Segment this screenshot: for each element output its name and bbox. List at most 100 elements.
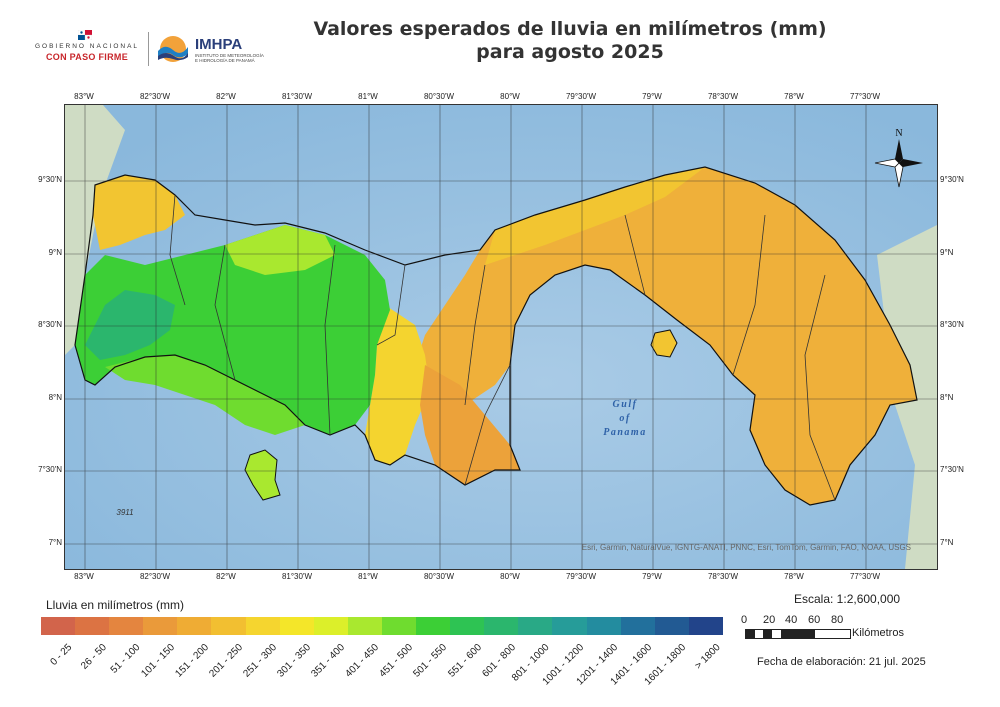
map-title-line2: para agosto 2025 [476,41,664,63]
legend-swatch [109,617,144,635]
lat-tick-right: 9°N [940,248,954,257]
depth-label: 3911 [116,508,133,517]
lon-tick-top: 80°30'W [423,92,455,101]
lon-tick-top: 81°30'W [281,92,313,101]
legend-swatch [620,617,655,635]
lat-tick-left: 9°30'N [38,175,62,184]
legend-swatch [654,617,689,635]
lat-tick-right: 7°30'N [940,465,964,474]
azuero-orange [420,365,520,485]
lon-tick-top: 78°W [784,92,804,101]
lon-tick-top: 78°30'W [707,92,739,101]
scale-number: 20 [763,614,776,626]
lon-tick-top: 82°W [216,92,236,101]
coastline [74,166,918,506]
scale-text: Escala: 1:2,600,000 [794,592,901,606]
lon-tick-bottom: 78°W [784,572,804,581]
lon-tick-bottom: 79°30'W [565,572,597,581]
legend-swatch [143,617,178,635]
gobierno-nacional-logo: GOBIERNO NACIONAL CON PASO FIRME [28,30,146,70]
map-title-line1: Valores esperados de lluvia en milímetro… [313,18,827,40]
elaboration-date: Fecha de elaboración: 21 jul. 2025 [757,656,926,668]
lon-tick-top: 83°W [74,92,94,101]
legend-label: 26 - 50 [78,642,109,672]
legend-label: 451 - 500 [377,642,416,680]
legend-swatch [416,617,451,635]
scale-number: 40 [785,614,798,626]
map-frame: N Gulf of Panama 3911 Esri, Garmin, Natu… [64,104,938,570]
legend-swatch [688,617,723,635]
chiriqui-coast [105,355,305,435]
legend-swatch [211,617,246,635]
lon-tick-bottom: 79°W [642,572,662,581]
legend-swatch [586,617,621,635]
panama-east [415,167,917,505]
legend-color-bar [41,617,723,635]
lon-tick-bottom: 78°30'W [707,572,739,581]
panama-west-lime [225,225,335,275]
lon-tick-bottom: 80°30'W [423,572,455,581]
costa-rica-land [65,105,125,355]
lon-tick-top: 79°W [642,92,662,101]
scale-number: 0 [741,614,748,626]
legend-swatch [41,617,76,635]
lon-tick-bottom: 77°30'W [849,572,881,581]
lat-tick-right: 9°30'N [940,175,964,184]
legend-swatch [177,617,212,635]
legend-label: 101 - 150 [138,642,177,680]
province-boundaries [169,194,836,501]
legend-swatch [75,617,110,635]
graticule [65,105,937,569]
lat-tick-left: 8°30'N [38,320,62,329]
lat-tick-right: 8°N [940,393,954,402]
lon-tick-bottom: 80°W [500,572,520,581]
rainfall-map: N Gulf of Panama 3911 Esri, Garmin, Natu… [65,105,937,569]
imhpa-name: IMHPA [195,36,243,53]
legend-swatch [484,617,519,635]
legend-swatch [347,617,382,635]
legend-label: 151 - 200 [173,642,211,680]
legend-swatch [552,617,587,635]
scale-bar-unit: Kilómetros [852,627,904,639]
lon-tick-bottom: 83°W [74,572,94,581]
scale-number: 80 [831,614,844,626]
gulf-label-2: of [619,413,631,424]
lat-tick-left: 9°N [48,248,62,257]
imhpa-subtitle: INSTITUTO DE METEOROLOGÍA E HIDROLOGÍA D… [195,53,264,63]
lon-tick-top: 79°30'W [565,92,597,101]
north-label: N [895,128,902,139]
lat-tick-left: 7°N [48,538,62,547]
azuero-yellow [365,305,430,465]
imhpa-logo: IMHPA INSTITUTO DE METEOROLOGÍA E HIDROL… [155,32,265,68]
lon-tick-bottom: 82°30'W [139,572,171,581]
legend-label: 301 - 350 [275,642,314,680]
north-arrow-icon: N [874,128,923,188]
gulf-label: Gulf of Panama [603,399,645,438]
panama-flag-icon [78,30,92,40]
legend-label: 501 - 550 [411,642,450,680]
pearl-islands [650,329,678,358]
legend-swatch [518,617,553,635]
gov-line1: GOBIERNO NACIONAL [34,43,140,50]
lat-tick-left: 7°30'N [38,465,62,474]
logo-divider [148,32,149,66]
gulf-label-1: Gulf [613,399,638,410]
lat-tick-right: 7°N [940,538,954,547]
lon-tick-top: 80°W [500,92,520,101]
legend-title: Lluvia en milímetros (mm) [46,598,185,612]
lon-tick-top: 82°30'W [139,92,171,101]
lon-tick-bottom: 82°W [216,572,236,581]
legend-swatch [450,617,485,635]
legend-label: 351 - 400 [309,642,348,680]
legend-label: 551 - 600 [445,642,484,680]
legend-swatch [381,617,417,635]
map-attribution: Esri, Garmin, NaturalVue, IGNTG-ANATI, P… [582,543,911,552]
panama-west-teal [85,290,175,360]
lat-tick-right: 8°30'N [940,320,964,329]
gov-line2: CON PASO FIRME [45,52,129,62]
legend-label: > 1800 [692,642,723,672]
legend-label: 251 - 300 [241,642,279,680]
lon-tick-bottom: 81°W [358,572,378,581]
scale-number: 60 [808,614,821,626]
lat-tick-left: 8°N [48,393,62,402]
